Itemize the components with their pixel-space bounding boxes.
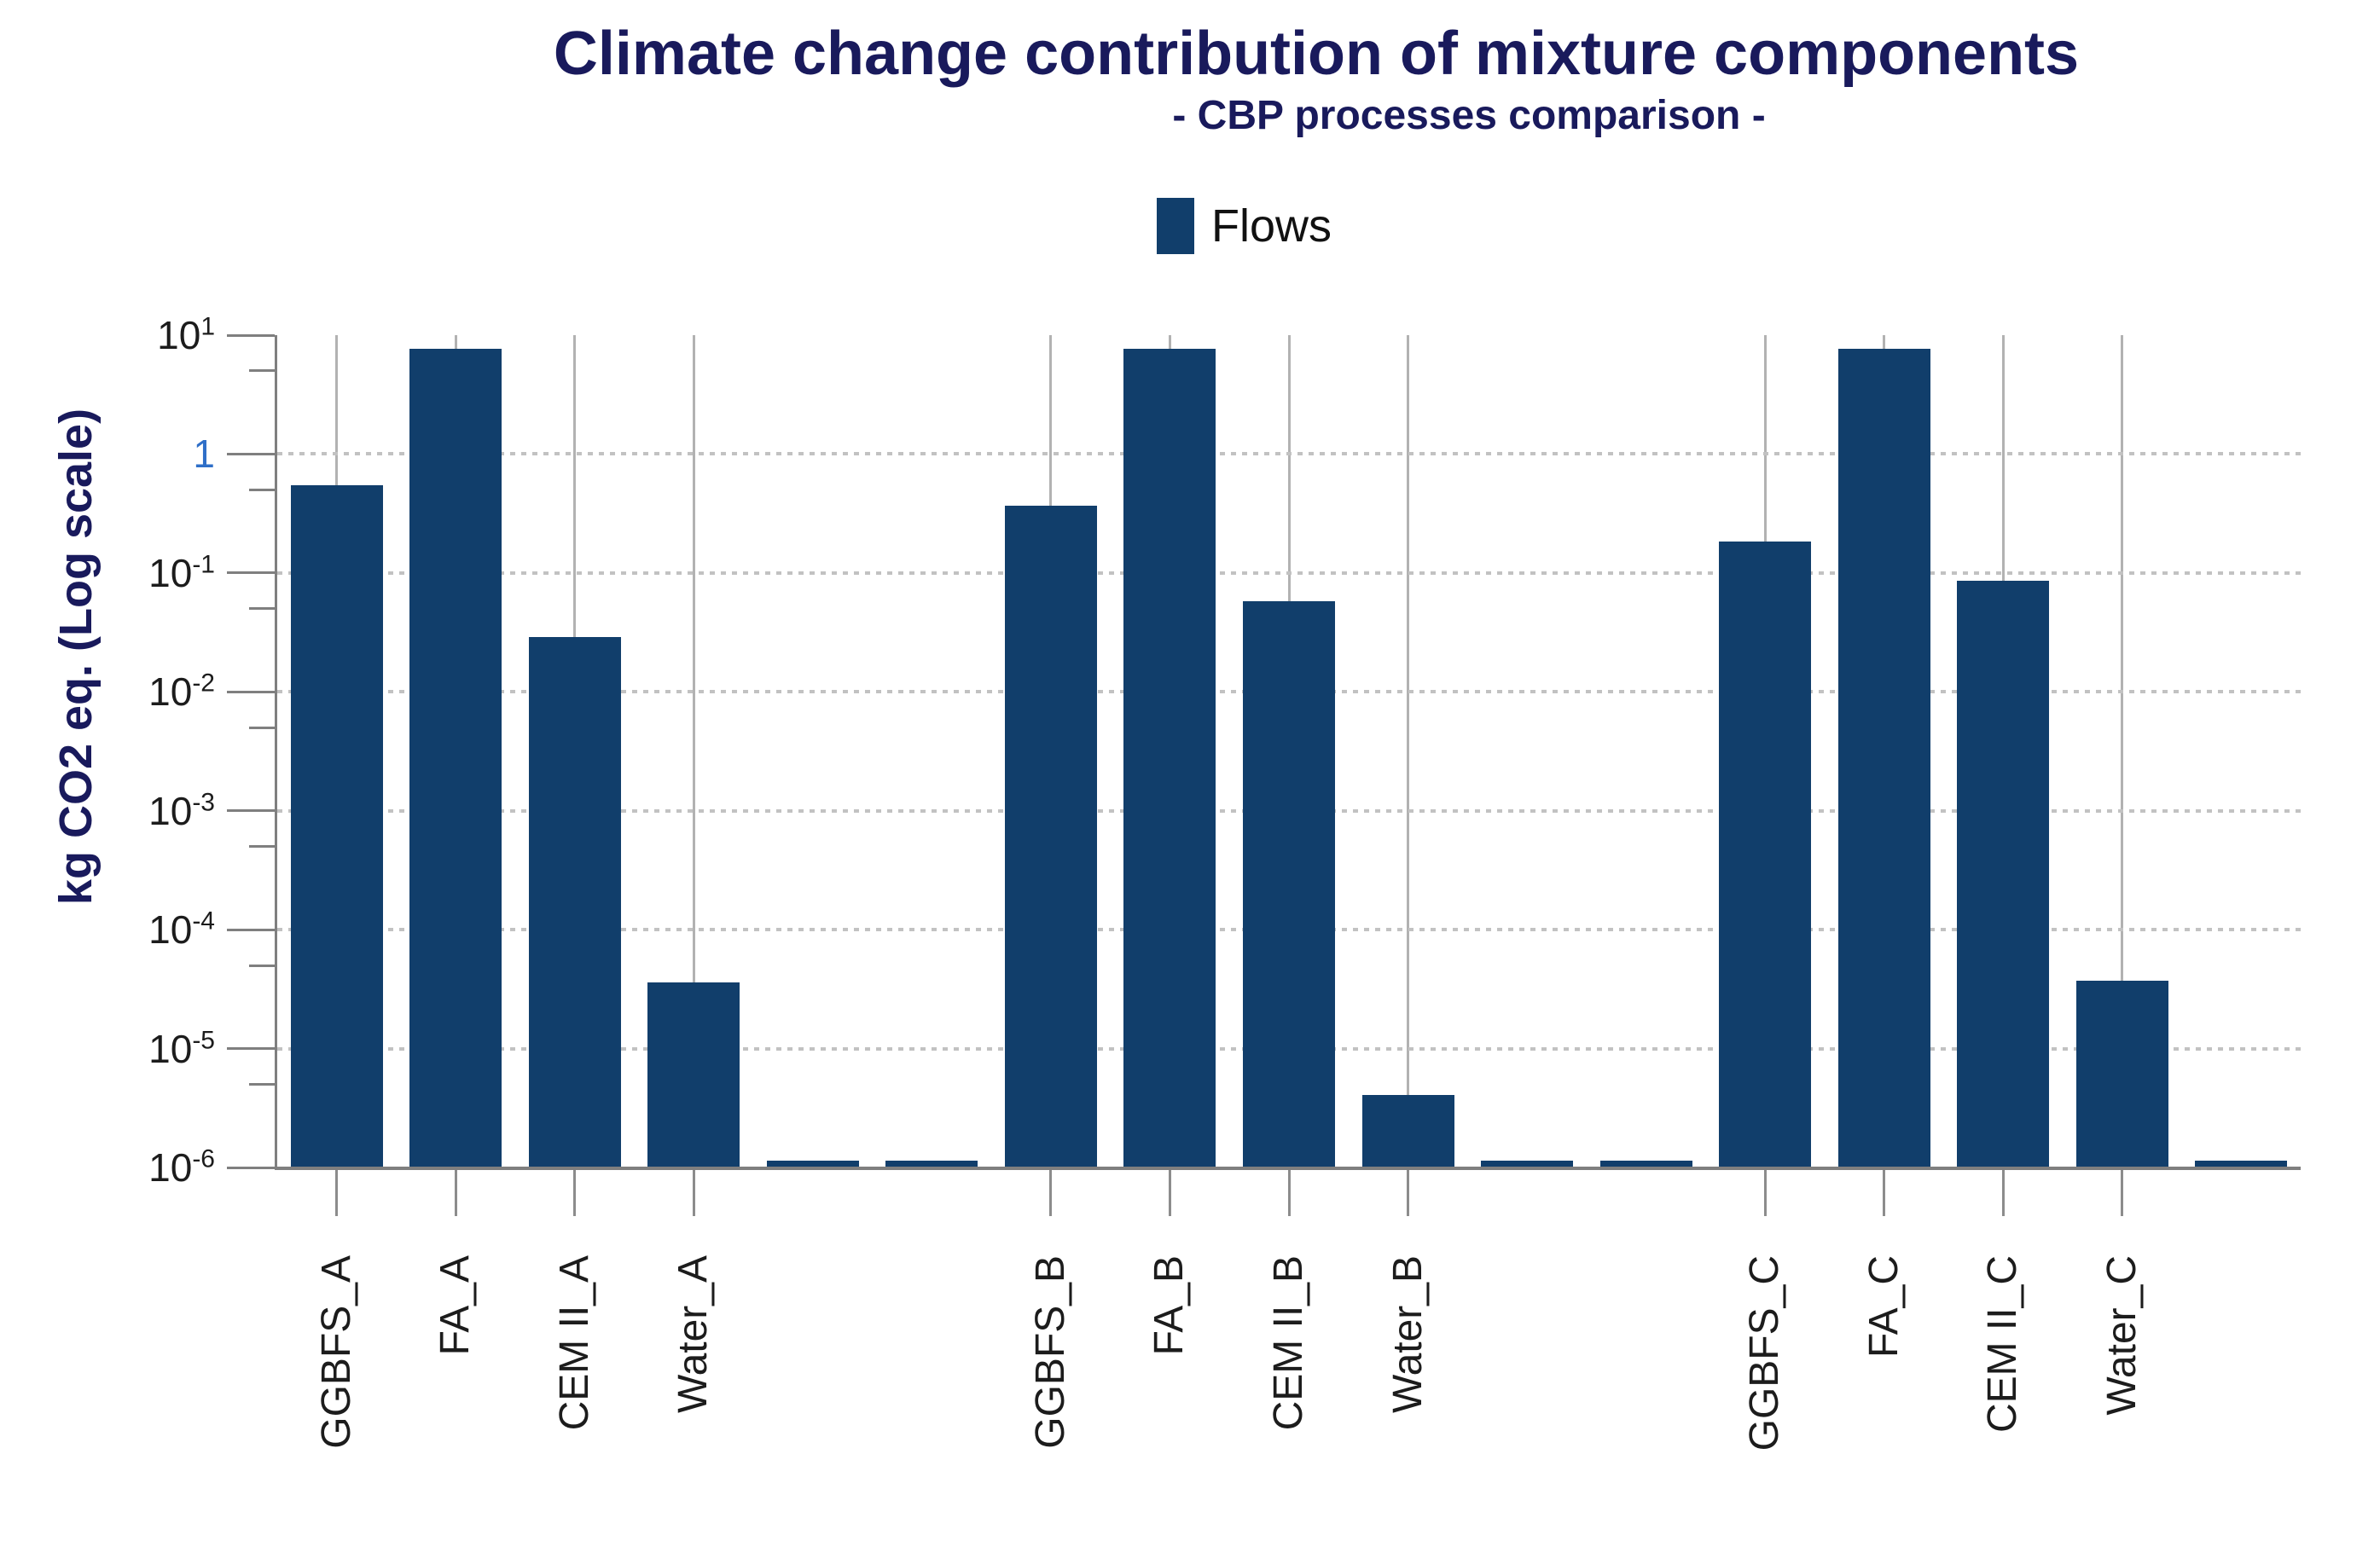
bar-unlabeled bbox=[766, 1160, 859, 1167]
x-tick-label: FA_A bbox=[432, 1255, 479, 1356]
y-axis-minor-tick bbox=[249, 369, 275, 373]
y-axis-minor-tick bbox=[249, 845, 275, 849]
y-axis-major-tick bbox=[227, 690, 275, 693]
chart-title: Climate change contribution of mixture c… bbox=[553, 20, 2080, 88]
x-tick-label: Water_A bbox=[670, 1255, 717, 1413]
bar-cem-ii_b bbox=[1243, 600, 1335, 1167]
x-tick-label: Water_B bbox=[1384, 1255, 1431, 1413]
decade-gridline bbox=[277, 452, 2301, 456]
y-axis-major-tick bbox=[227, 571, 275, 575]
y-axis-major-tick bbox=[227, 452, 275, 455]
x-tick-label: CEM II_C bbox=[1980, 1255, 2026, 1434]
x-axis-tick bbox=[454, 1167, 457, 1216]
y-axis-major-tick bbox=[227, 928, 275, 931]
bar-unlabeled bbox=[1599, 1160, 1692, 1167]
x-tick-label: FA_C bbox=[1860, 1255, 1907, 1359]
x-tick-label: GGBFS_C bbox=[1742, 1255, 1788, 1451]
x-tick-label: CEM II_A bbox=[551, 1255, 597, 1431]
x-axis-tick bbox=[2001, 1167, 2005, 1216]
y-tick-label: 101 bbox=[157, 312, 215, 357]
x-axis-tick bbox=[573, 1167, 577, 1216]
y-axis-major-tick bbox=[227, 1047, 275, 1051]
x-tick-label: Water_C bbox=[2098, 1255, 2145, 1416]
x-tick-label: CEM II_B bbox=[1266, 1255, 1311, 1431]
y-tick-label: 10-4 bbox=[148, 907, 215, 953]
y-tick-label: 10-2 bbox=[148, 669, 215, 715]
bar-unlabeled bbox=[2195, 1160, 2288, 1167]
category-guide-line bbox=[692, 335, 695, 1167]
x-axis-line bbox=[275, 1167, 2301, 1170]
bar-cem-ii_a bbox=[528, 636, 621, 1167]
x-axis-tick bbox=[1883, 1167, 1886, 1216]
y-axis-major-tick bbox=[227, 1166, 275, 1169]
y-axis-line bbox=[275, 335, 277, 1167]
bar-fa_a bbox=[409, 348, 502, 1167]
x-axis-tick bbox=[1168, 1167, 1171, 1216]
bar-cem-ii_c bbox=[1957, 580, 2050, 1167]
y-axis-minor-tick bbox=[249, 726, 275, 729]
x-axis-tick bbox=[1763, 1167, 1767, 1216]
x-axis-tick bbox=[1407, 1167, 1410, 1216]
bar-ggbfs_a bbox=[290, 484, 383, 1167]
y-tick-label: 10-1 bbox=[148, 550, 215, 595]
x-axis-tick bbox=[1287, 1167, 1291, 1216]
bar-water_b bbox=[1361, 1094, 1454, 1167]
y-axis-major-tick bbox=[227, 809, 275, 813]
bar-ggbfs_c bbox=[1719, 541, 1812, 1167]
x-tick-label: GGBFS_A bbox=[313, 1255, 359, 1449]
x-tick-label: GGBFS_B bbox=[1027, 1255, 1073, 1449]
y-tick-label: 1 bbox=[193, 432, 215, 477]
bar-fa_b bbox=[1123, 348, 1216, 1167]
y-axis-minor-tick bbox=[249, 964, 275, 967]
y-tick-label: 10-6 bbox=[148, 1144, 215, 1190]
y-axis-major-tick bbox=[227, 333, 275, 337]
legend-swatch bbox=[1157, 198, 1194, 254]
bar-water_c bbox=[2075, 981, 2168, 1167]
legend: Flows bbox=[1157, 198, 1332, 254]
x-axis-tick bbox=[692, 1167, 695, 1216]
y-axis-minor-tick bbox=[249, 488, 275, 491]
decade-gridline bbox=[277, 571, 2301, 575]
y-axis-minor-tick bbox=[249, 607, 275, 611]
bar-unlabeled bbox=[885, 1160, 978, 1167]
bar-water_a bbox=[647, 982, 740, 1167]
chart-subtitle: - CBP processes comparison - bbox=[1172, 93, 1766, 138]
x-axis-tick bbox=[1049, 1167, 1053, 1216]
x-axis-tick bbox=[2121, 1167, 2124, 1216]
bar-fa_c bbox=[1837, 348, 1930, 1167]
bar-unlabeled bbox=[1481, 1160, 1574, 1167]
x-axis-tick bbox=[335, 1167, 339, 1216]
x-tick-label: FA_B bbox=[1146, 1255, 1193, 1356]
y-tick-label: 10-5 bbox=[148, 1026, 215, 1071]
y-tick-label: 10-3 bbox=[148, 788, 215, 833]
bar-ggbfs_b bbox=[1004, 505, 1097, 1167]
category-guide-line bbox=[1407, 335, 1410, 1167]
category-guide-line bbox=[2121, 335, 2124, 1167]
y-axis-minor-tick bbox=[249, 1083, 275, 1086]
legend-label: Flows bbox=[1211, 200, 1332, 252]
